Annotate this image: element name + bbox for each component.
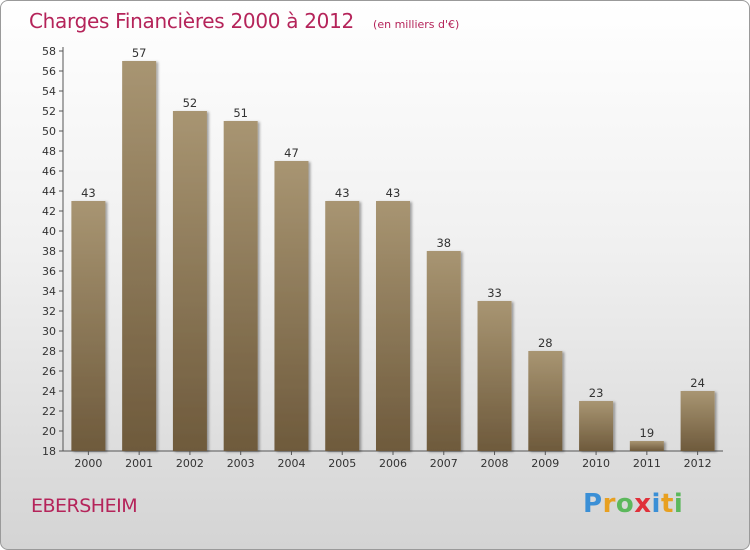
town-name: EBERSHEIM bbox=[31, 495, 138, 517]
proxiti-logo: Proxiti bbox=[583, 489, 683, 519]
title-block: Charges Financières 2000 à 2012 (en mill… bbox=[29, 9, 459, 33]
y-tick-label: 36 bbox=[42, 265, 56, 278]
x-tick-label: 2004 bbox=[277, 457, 305, 470]
bar bbox=[528, 351, 563, 451]
logo-letter: P bbox=[583, 489, 603, 519]
bar bbox=[477, 301, 512, 451]
y-tick-label: 54 bbox=[42, 85, 56, 98]
bar bbox=[579, 401, 614, 451]
y-tick-label: 30 bbox=[42, 325, 56, 338]
y-tick-label: 50 bbox=[42, 125, 56, 138]
chart-subtitle: (en milliers d'€) bbox=[373, 18, 460, 31]
y-tick-label: 38 bbox=[42, 245, 56, 258]
bar-value-label: 57 bbox=[132, 46, 147, 60]
bar-value-label: 52 bbox=[183, 96, 198, 110]
bar bbox=[223, 121, 258, 451]
bar-value-label: 28 bbox=[538, 336, 553, 350]
x-tick-label: 2003 bbox=[227, 457, 255, 470]
x-tick-label: 2008 bbox=[481, 457, 509, 470]
y-tick-label: 52 bbox=[42, 105, 56, 118]
logo-letter: r bbox=[602, 489, 616, 519]
bar bbox=[376, 201, 410, 451]
x-tick-label: 2000 bbox=[74, 457, 102, 470]
logo-letter: i bbox=[651, 489, 661, 519]
x-tick-label: 2002 bbox=[176, 457, 204, 470]
bar-value-label: 33 bbox=[487, 286, 502, 300]
y-tick-label: 26 bbox=[42, 365, 56, 378]
logo-letter: x bbox=[634, 489, 652, 519]
y-tick-label: 56 bbox=[42, 65, 56, 78]
bar-value-label: 43 bbox=[81, 186, 96, 200]
y-tick-label: 48 bbox=[42, 145, 56, 158]
bar bbox=[325, 201, 360, 451]
bar-value-label: 38 bbox=[436, 236, 451, 250]
logo-letter: i bbox=[673, 489, 684, 519]
bar bbox=[629, 441, 664, 451]
y-tick-label: 44 bbox=[42, 185, 56, 198]
y-tick-label: 22 bbox=[42, 405, 56, 418]
x-tick-label: 2007 bbox=[430, 457, 458, 470]
y-tick-label: 28 bbox=[42, 345, 56, 358]
x-tick-label: 2012 bbox=[684, 457, 712, 470]
x-tick-label: 2001 bbox=[125, 457, 153, 470]
y-tick-label: 42 bbox=[42, 205, 56, 218]
bar bbox=[172, 111, 207, 451]
bar bbox=[426, 251, 461, 451]
y-tick-label: 40 bbox=[42, 225, 56, 238]
x-tick-label: 2009 bbox=[531, 457, 559, 470]
bar-value-label: 19 bbox=[640, 426, 655, 440]
bar-value-label: 24 bbox=[690, 376, 705, 390]
y-tick-label: 58 bbox=[42, 45, 56, 58]
y-tick-label: 46 bbox=[42, 165, 56, 178]
bar-value-label: 51 bbox=[233, 106, 248, 120]
logo-letter: o bbox=[615, 489, 635, 519]
bar bbox=[274, 161, 309, 451]
x-tick-label: 2006 bbox=[379, 457, 407, 470]
y-tick-label: 18 bbox=[42, 445, 56, 458]
x-tick-label: 2005 bbox=[328, 457, 356, 470]
bar bbox=[71, 201, 106, 451]
bar bbox=[680, 391, 715, 451]
y-tick-label: 24 bbox=[42, 385, 56, 398]
bar bbox=[122, 61, 157, 451]
x-tick-label: 2010 bbox=[582, 457, 610, 470]
bar-value-label: 43 bbox=[386, 186, 401, 200]
y-tick-label: 34 bbox=[42, 285, 56, 298]
x-tick-label: 2011 bbox=[633, 457, 661, 470]
y-tick-label: 20 bbox=[42, 425, 56, 438]
chart-title: Charges Financières 2000 à 2012 bbox=[29, 9, 354, 33]
bar-value-label: 43 bbox=[335, 186, 350, 200]
logo-letter: t bbox=[660, 489, 674, 519]
y-tick-label: 32 bbox=[42, 305, 56, 318]
bar-value-label: 47 bbox=[284, 146, 299, 160]
bar-value-label: 23 bbox=[589, 386, 604, 400]
